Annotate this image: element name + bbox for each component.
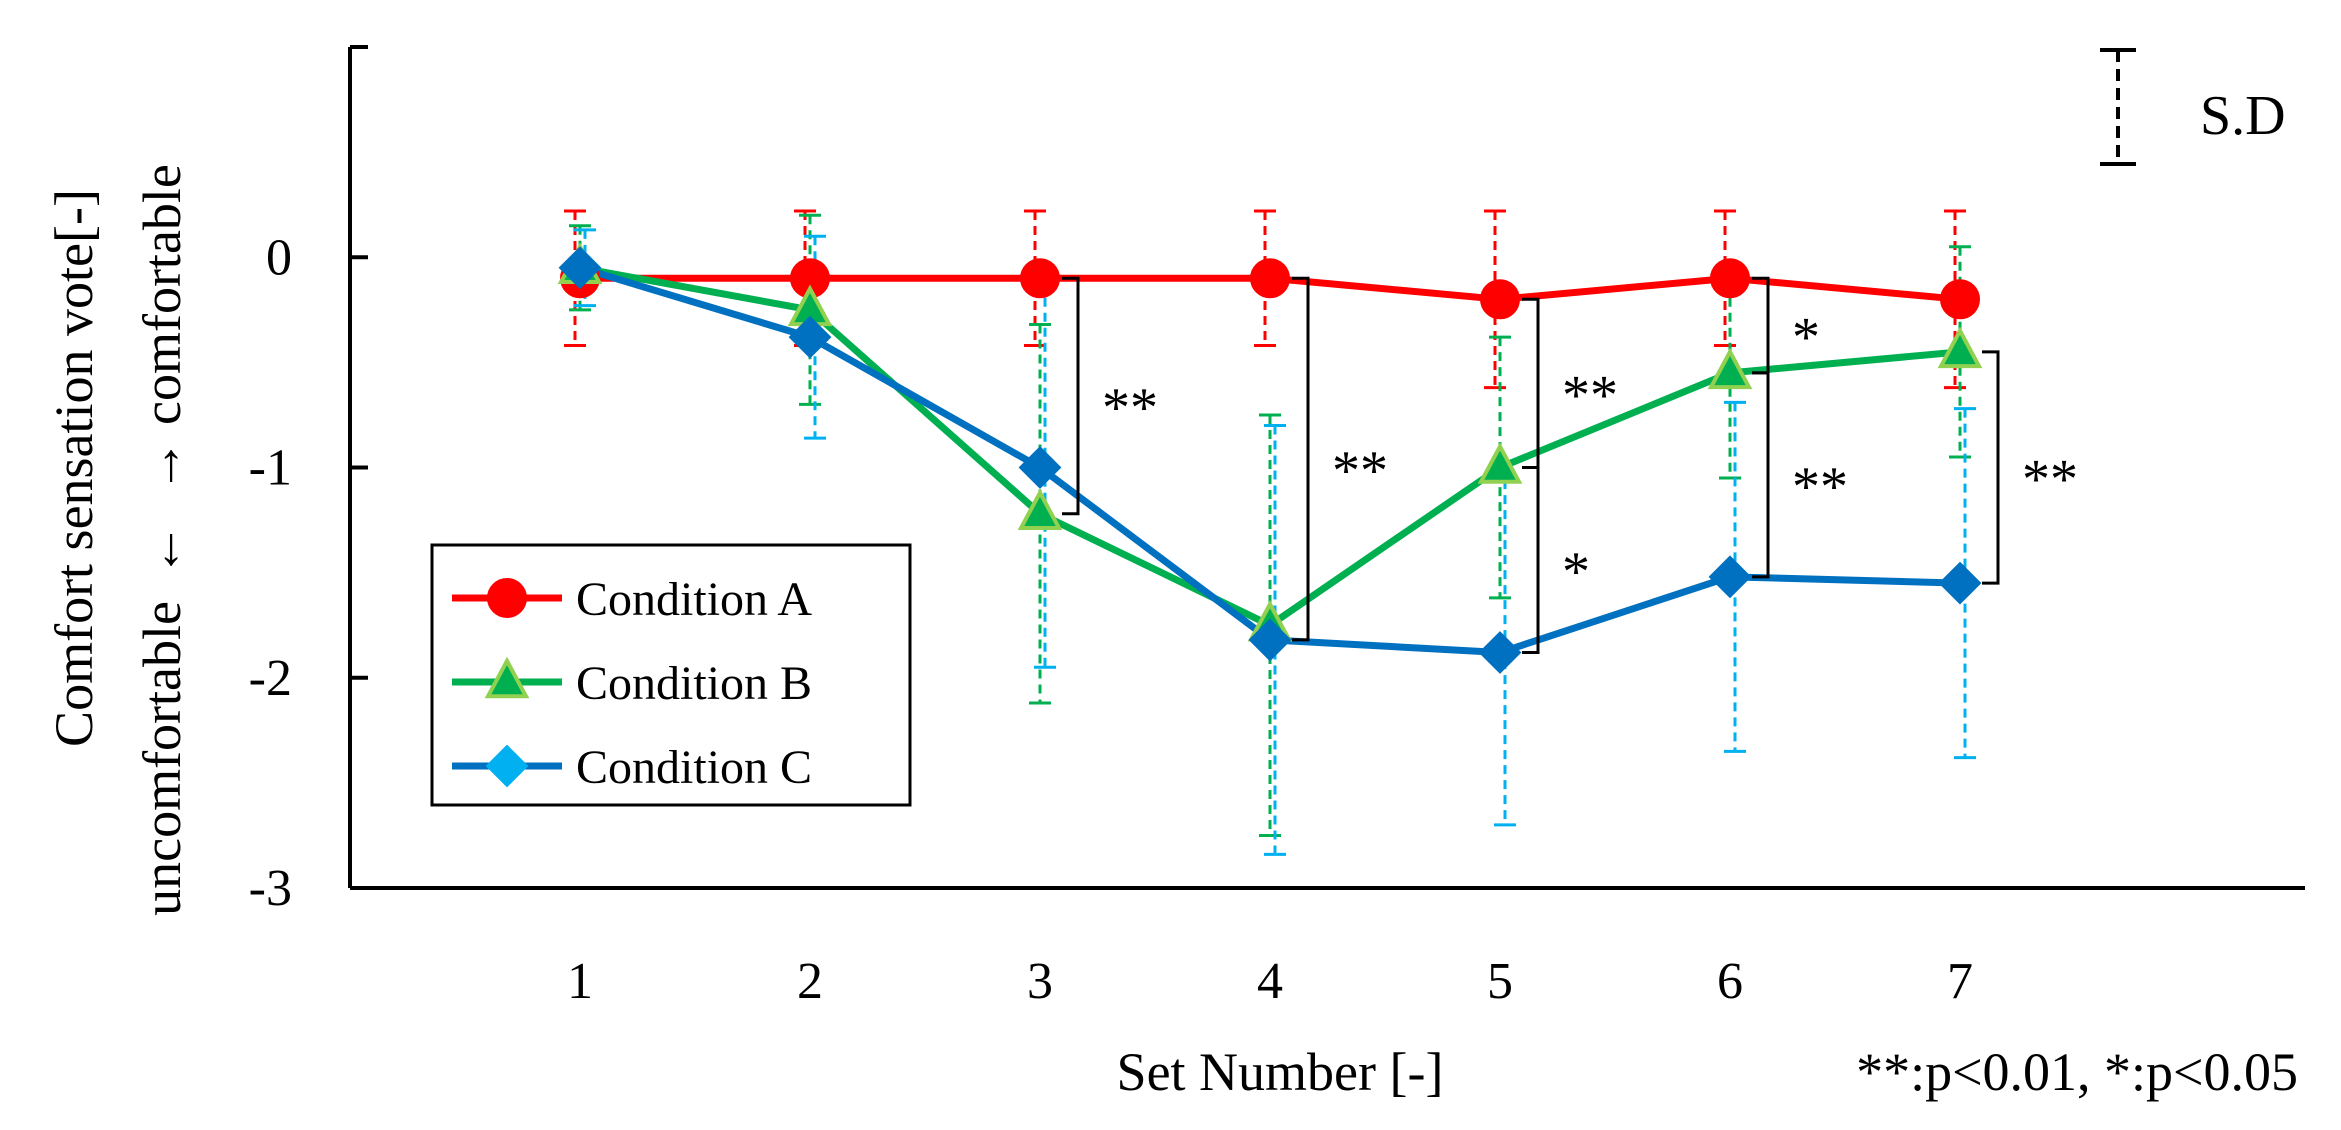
error-bar xyxy=(1944,209,1966,390)
data-point-series-1 xyxy=(1480,279,1520,320)
sd-legend-label: S.D xyxy=(2200,85,2286,147)
data-point-series-3 xyxy=(1708,555,1752,599)
significance-bracket: ** xyxy=(1062,276,1158,516)
y-tick-label: 0 xyxy=(266,229,292,286)
x-ticks: 1 2 3 4 5 6 7 xyxy=(567,953,1973,1010)
significance-label: * xyxy=(1562,541,1590,603)
data-point-series-3 xyxy=(1478,631,1522,674)
x-tick-label: 1 xyxy=(567,953,593,1010)
significance-label: ** xyxy=(1102,377,1158,439)
legend-label: Condition A xyxy=(576,573,812,626)
legend-marker xyxy=(484,656,530,699)
legend: Condition A Condition B Condition C xyxy=(430,543,912,807)
significance-label: ** xyxy=(1332,440,1388,502)
error-bar xyxy=(1489,335,1511,600)
arrow-right-icon: → xyxy=(132,439,192,493)
significance-label: * xyxy=(1792,307,1820,369)
y-axis-title-line2: uncomfortable ← → comfortable xyxy=(132,164,192,916)
y-ticks: 0 -1 -2 -3 xyxy=(249,45,368,917)
data-point-series-2 xyxy=(1937,326,1983,369)
legend-item-1: Condition A xyxy=(452,573,812,626)
sd-legend: S.D xyxy=(2100,48,2286,166)
y-axis-label-uncomfortable: uncomfortable xyxy=(132,601,192,916)
legend-label: Condition C xyxy=(576,741,812,794)
significance-label: ** xyxy=(1562,364,1618,426)
arrow-left-icon: ← xyxy=(132,523,192,577)
data-point-series-3 xyxy=(1248,618,1292,662)
legend-marker xyxy=(487,578,527,618)
y-axis-label-comfortable: comfortable xyxy=(132,164,192,425)
legend-marker xyxy=(485,744,529,788)
legend-item-3: Condition C xyxy=(452,741,812,794)
data-point-series-1 xyxy=(1250,258,1290,299)
error-bar xyxy=(1724,400,1746,753)
y-tick-label: -2 xyxy=(249,650,292,707)
significance-label: ** xyxy=(2022,449,2078,511)
significance-bracket: ** xyxy=(1522,297,1618,469)
x-axis-title: Set Number [-] xyxy=(1117,1042,1444,1102)
significance-brackets: ********** ** xyxy=(1062,276,2078,655)
significance-bracket: * xyxy=(1752,276,1820,375)
legend-label: Condition B xyxy=(576,657,812,710)
x-tick-label: 7 xyxy=(1947,953,1973,1010)
significance-bracket: ** xyxy=(1752,371,1848,579)
significance-bracket: ** xyxy=(1982,350,2078,585)
x-tick-label: 3 xyxy=(1027,953,1053,1010)
significance-bracket: * xyxy=(1522,466,1590,655)
error-bar xyxy=(1484,209,1506,390)
data-point-series-3 xyxy=(788,315,832,359)
y-tick-label: -3 xyxy=(249,860,292,917)
legend-item-2: Condition B xyxy=(452,656,812,710)
data-point-series-2 xyxy=(1477,442,1523,484)
error-bar xyxy=(1954,407,1976,760)
y-tick-label: -1 xyxy=(249,440,292,497)
y-axis-title-line1: Comfort sensation vote[-] xyxy=(44,189,104,747)
error-bar xyxy=(569,224,591,312)
data-point-series-1 xyxy=(1710,258,1750,299)
x-tick-label: 4 xyxy=(1257,953,1283,1010)
x-tick-label: 2 xyxy=(797,953,823,1010)
data-point-series-2 xyxy=(1707,347,1753,390)
error-bar xyxy=(1029,323,1051,705)
x-tick-label: 6 xyxy=(1717,953,1743,1010)
significance-label: ** xyxy=(1792,456,1848,518)
data-point-series-1 xyxy=(1940,279,1980,320)
significance-bracket: ** xyxy=(1292,276,1388,642)
data-point-series-3 xyxy=(558,246,602,290)
series-markers xyxy=(557,242,1983,674)
y-axis-title: Comfort sensation vote[-] uncomfortable ←… xyxy=(44,164,192,916)
data-point-series-3 xyxy=(1938,561,1982,605)
x-tick-label: 5 xyxy=(1487,953,1513,1010)
data-point-series-2 xyxy=(1017,488,1063,531)
data-point-series-1 xyxy=(1020,258,1060,299)
data-point-series-3 xyxy=(1018,446,1062,489)
significance-footnote: **:p<0.01, *:p<0.05 xyxy=(1856,1042,2298,1102)
